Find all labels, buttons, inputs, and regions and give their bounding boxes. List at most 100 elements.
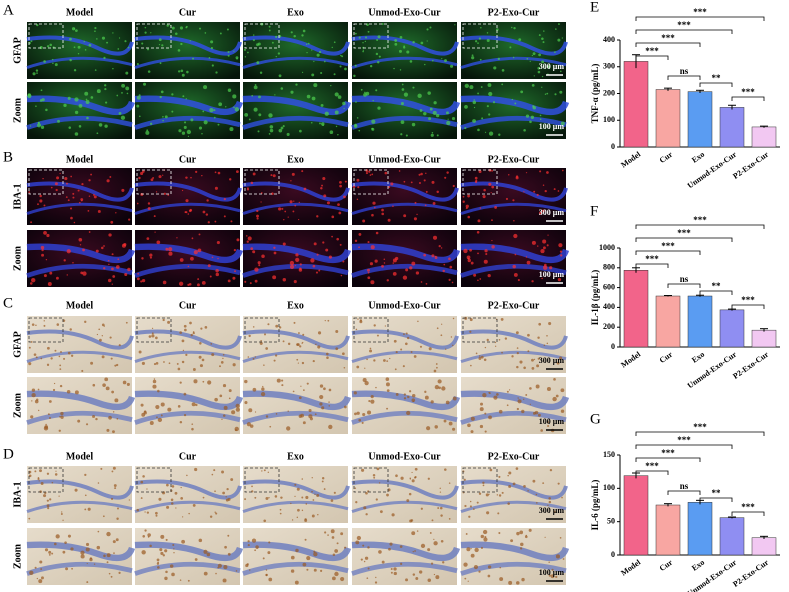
- cell: [518, 38, 522, 42]
- cell: [268, 577, 273, 582]
- cell: [310, 258, 315, 263]
- cell: [96, 333, 99, 336]
- cell: [108, 263, 110, 266]
- cell: [426, 426, 431, 431]
- cell: [66, 389, 71, 394]
- cell: [478, 37, 481, 40]
- cell: [28, 362, 32, 366]
- cell: [286, 132, 290, 136]
- cell: [381, 560, 385, 564]
- cell: [323, 194, 327, 198]
- cell: [29, 570, 34, 575]
- cell: [425, 190, 428, 193]
- cell: [69, 328, 72, 331]
- cell: [168, 251, 173, 256]
- cell: [409, 60, 413, 63]
- cell: [115, 265, 120, 269]
- column-label: Model: [66, 154, 93, 165]
- cell: [60, 415, 64, 419]
- cell: [89, 558, 93, 562]
- cell: [531, 84, 535, 87]
- cell: [355, 328, 358, 331]
- cell: [336, 542, 339, 545]
- cell: [112, 275, 116, 278]
- micrograph: [351, 316, 459, 373]
- cell: [306, 382, 309, 385]
- cell: [287, 216, 289, 218]
- cell-layer: [242, 202, 349, 216]
- cell: [406, 499, 410, 502]
- cell: [506, 390, 509, 393]
- cell: [464, 104, 468, 109]
- cell: [362, 412, 366, 417]
- cell: [542, 239, 547, 244]
- cell: [420, 172, 423, 176]
- cell: [447, 118, 449, 120]
- cell: [39, 45, 43, 50]
- cell: [377, 35, 381, 39]
- cell: [47, 507, 50, 510]
- significance-label: ***: [661, 241, 675, 251]
- cell: [181, 360, 185, 364]
- cell: [194, 467, 198, 472]
- cell: [514, 102, 517, 105]
- cell: [464, 504, 467, 508]
- cell: [424, 395, 429, 400]
- cell: [165, 538, 168, 541]
- cell: [435, 575, 440, 580]
- cell: [303, 389, 305, 391]
- y-tick-label: 200: [603, 322, 615, 331]
- cell-layer: [26, 329, 134, 350]
- cell-layer: [460, 243, 570, 264]
- scale-bar-label: 300 μm: [539, 356, 565, 365]
- cell: [108, 572, 111, 575]
- cell: [355, 101, 357, 103]
- cell: [488, 91, 493, 97]
- cell: [50, 186, 53, 189]
- cell: [60, 411, 64, 416]
- cell: [96, 89, 101, 94]
- cell: [62, 519, 64, 521]
- cell: [141, 361, 145, 365]
- cell: [144, 31, 147, 34]
- cell: [342, 352, 345, 356]
- cell: [448, 482, 451, 484]
- cell: [368, 170, 371, 173]
- cell: [485, 252, 488, 256]
- cell: [558, 356, 563, 360]
- cell: [254, 549, 257, 552]
- cell: [540, 248, 545, 254]
- cell: [383, 262, 386, 264]
- cell: [128, 499, 130, 501]
- cell: [254, 279, 258, 283]
- cell: [552, 396, 557, 402]
- cell: [103, 56, 106, 60]
- significance-label: ns: [680, 274, 689, 284]
- cell: [414, 467, 418, 471]
- cell: [36, 577, 39, 580]
- cell: [431, 254, 435, 258]
- micrograph: [242, 466, 350, 523]
- significance-bracket: [635, 42, 701, 47]
- cell: [260, 192, 263, 194]
- cell: [158, 175, 162, 179]
- cell: [219, 365, 221, 368]
- cell: [30, 221, 33, 224]
- cell: [406, 336, 410, 340]
- cell: [530, 115, 535, 119]
- cell: [443, 263, 446, 266]
- cell: [296, 516, 299, 519]
- cell: [206, 552, 211, 557]
- cell: [302, 333, 305, 336]
- cell: [40, 482, 44, 485]
- cell: [66, 182, 68, 185]
- column-label: Cur: [179, 300, 197, 311]
- micrograph: [460, 168, 568, 225]
- cell: [377, 106, 381, 110]
- cell: [207, 221, 210, 224]
- cell: [394, 39, 398, 42]
- cell: [227, 279, 231, 283]
- cell: [330, 529, 335, 534]
- cell: [283, 218, 285, 221]
- scale-bar-label: 100 μm: [539, 417, 565, 426]
